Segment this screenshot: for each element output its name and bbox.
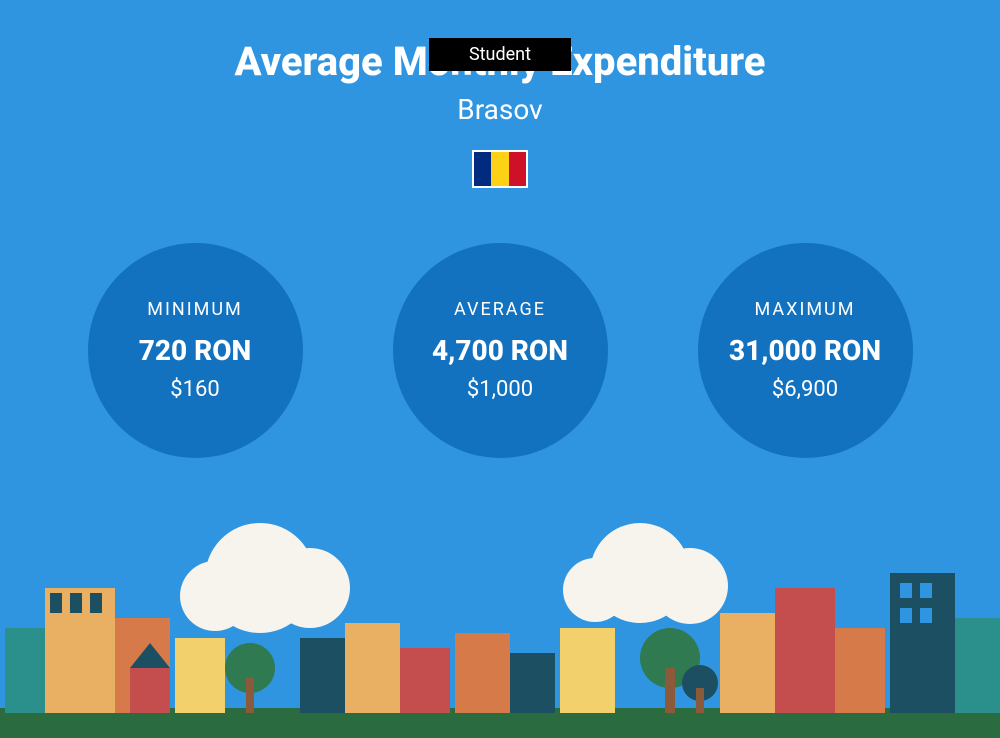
stat-alt: $6,900 [772, 377, 838, 402]
stat-label: MINIMUM [147, 299, 242, 320]
cityscape-illustration [0, 518, 1000, 738]
stat-alt: $1,000 [467, 377, 533, 402]
romania-flag-icon [472, 150, 528, 188]
stat-circle-average: AVERAGE 4,700 RON $1,000 [393, 243, 608, 458]
category-badge: Student [429, 38, 571, 71]
stat-circle-minimum: MINIMUM 720 RON $160 [88, 243, 303, 458]
stat-circles-row: MINIMUM 720 RON $160 AVERAGE 4,700 RON $… [0, 243, 1000, 458]
stat-value: 4,700 RON [432, 334, 568, 367]
stat-alt: $160 [170, 377, 219, 402]
stat-label: AVERAGE [454, 299, 546, 320]
stat-value: 31,000 RON [729, 334, 881, 367]
stat-circle-maximum: MAXIMUM 31,000 RON $6,900 [698, 243, 913, 458]
stat-label: MAXIMUM [755, 299, 856, 320]
stat-value: 720 RON [139, 334, 252, 367]
city-subtitle: Brasov [0, 93, 1000, 126]
